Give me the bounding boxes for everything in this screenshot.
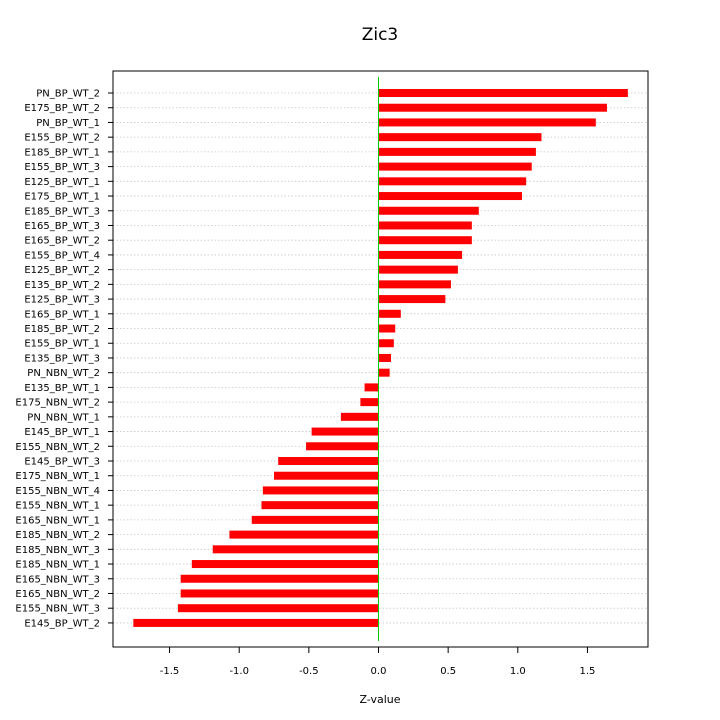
category-label: E185_BP_WT_2 (24, 324, 100, 335)
bar (378, 192, 522, 201)
category-label: E125_BP_WT_2 (24, 265, 100, 276)
x-tick-label: -1.5 (160, 666, 180, 677)
category-label: PN_BP_WT_1 (36, 118, 100, 129)
x-axis: -1.5 -1.0 -0.5 0.0 0.5 1.0 1.5 (160, 646, 595, 677)
bar (191, 560, 379, 569)
bar (378, 236, 472, 245)
bar (378, 280, 451, 289)
bar (364, 383, 379, 392)
bar (229, 530, 379, 539)
category-label: E155_BP_WT_1 (24, 339, 100, 350)
bar (177, 604, 379, 613)
category-label: E165_BP_WT_2 (24, 236, 100, 247)
category-label: E145_BP_WT_3 (24, 457, 100, 468)
bar (311, 427, 379, 436)
category-label: E175_NBN_WT_1 (15, 471, 100, 482)
category-label: E185_BP_WT_3 (24, 206, 100, 217)
category-label: E155_NBN_WT_3 (15, 604, 100, 615)
bar (378, 118, 596, 127)
bar (261, 501, 379, 510)
x-tick-label: 0.5 (440, 666, 456, 677)
category-label: E125_BP_WT_3 (24, 295, 100, 306)
bar (378, 162, 532, 171)
bar (251, 515, 379, 524)
bar (378, 324, 396, 333)
category-label: E165_BP_WT_1 (24, 309, 100, 320)
x-axis-label: Z-value (359, 693, 400, 706)
category-label: E165_NBN_WT_3 (15, 574, 100, 585)
category-label: E175_BP_WT_2 (24, 103, 100, 114)
bar (378, 103, 607, 112)
bar (360, 398, 379, 407)
category-label: E145_BP_WT_1 (24, 427, 100, 438)
category-label: E155_BP_WT_4 (24, 250, 100, 261)
bar (378, 177, 527, 186)
category-label: E155_NBN_WT_2 (15, 442, 100, 453)
category-label: E165_NBN_WT_2 (15, 589, 100, 600)
category-label: E155_BP_WT_3 (24, 162, 100, 173)
category-label: E175_BP_WT_1 (24, 192, 100, 203)
category-label: E125_BP_WT_1 (24, 177, 100, 188)
bar (274, 471, 379, 480)
bar (378, 265, 458, 274)
gridlines (113, 92, 648, 624)
bar (133, 618, 379, 627)
category-label: PN_BP_WT_2 (36, 89, 100, 100)
bar (378, 147, 536, 156)
bar (378, 353, 392, 362)
bar (378, 309, 401, 318)
category-label: E165_BP_WT_3 (24, 221, 100, 232)
bar (262, 486, 379, 495)
bar (212, 545, 379, 554)
category-label: E165_NBN_WT_1 (15, 515, 100, 526)
category-label: E145_BP_WT_2 (24, 618, 100, 629)
x-tick-label: -0.5 (299, 666, 319, 677)
category-label: PN_NBN_WT_1 (27, 412, 100, 423)
category-label: E185_BP_WT_1 (24, 147, 100, 158)
bar (340, 412, 379, 421)
category-labels: PN_BP_WT_2 E175_BP_WT_2 PN_BP_WT_1 E155_BP_… (15, 89, 113, 629)
category-label: E135_BP_WT_1 (24, 383, 100, 394)
bar (180, 574, 379, 583)
bar (378, 221, 472, 230)
category-label: PN_NBN_WT_2 (27, 368, 100, 379)
category-label: E135_BP_WT_2 (24, 280, 100, 291)
bar (278, 457, 379, 465)
x-tick-label: 0.0 (371, 666, 387, 677)
bar (378, 368, 390, 377)
x-tick-label: 1.5 (579, 666, 595, 677)
category-label: E155_NBN_WT_1 (15, 501, 100, 512)
bar (378, 250, 463, 259)
bars (133, 89, 628, 627)
category-label: E155_BP_WT_2 (24, 133, 100, 144)
bar (378, 133, 542, 142)
bar (180, 589, 379, 598)
bar (378, 89, 628, 97)
bar (306, 442, 379, 451)
category-label: E155_NBN_WT_4 (15, 486, 100, 497)
category-label: E175_NBN_WT_2 (15, 398, 100, 409)
x-tick-label: 1.0 (510, 666, 526, 677)
chart-title: Zic3 (362, 25, 399, 45)
bar (378, 339, 394, 348)
bar (378, 295, 446, 304)
category-label: E135_BP_WT_3 (24, 353, 100, 364)
category-label: E185_NBN_WT_2 (15, 530, 100, 541)
category-label: E185_NBN_WT_1 (15, 560, 100, 571)
bar (378, 206, 479, 215)
category-label: E185_NBN_WT_3 (15, 545, 100, 556)
x-tick-label: -1.0 (229, 666, 249, 677)
